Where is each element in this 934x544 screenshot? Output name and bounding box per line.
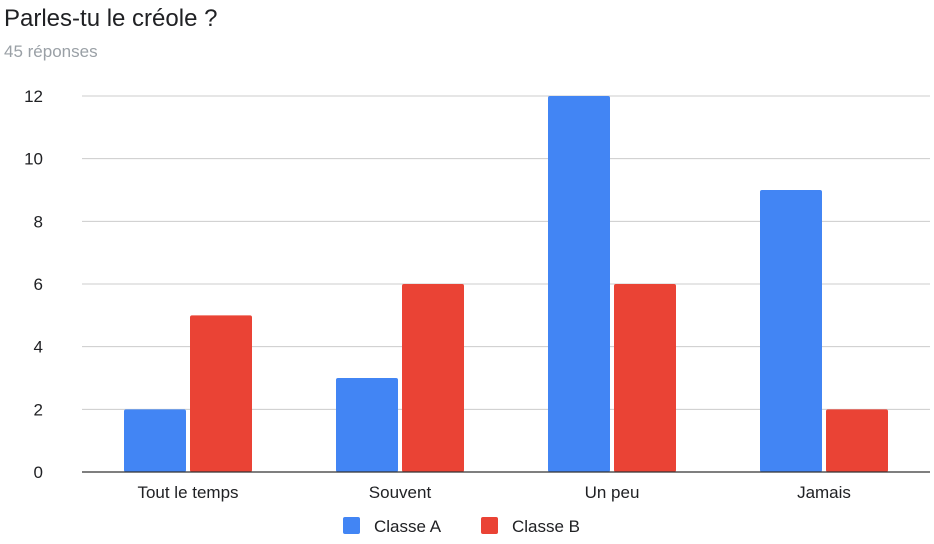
- response-count: 45 réponses: [4, 42, 98, 61]
- axes: 0 2 4 6 8 10 12 Tout le temps Souvent Un peu Jamai…: [24, 87, 930, 502]
- chart-title: Parles-tu le créole ?: [4, 5, 218, 32]
- y-tick-label: 4: [34, 338, 43, 357]
- legend-label: Classe B: [512, 517, 580, 536]
- bar-classe-a: [124, 409, 186, 472]
- y-tick-label: 0: [34, 463, 43, 482]
- x-tick-label: Souvent: [369, 483, 432, 502]
- bar-classe-b: [614, 284, 676, 472]
- legend-label: Classe A: [374, 517, 442, 536]
- bar-classe-b: [402, 284, 464, 472]
- bars: [124, 96, 888, 472]
- x-tick-label: Tout le temps: [137, 483, 238, 502]
- legend-swatch: [343, 517, 360, 534]
- legend: Classe A Classe B: [343, 517, 580, 536]
- y-tick-label: 6: [34, 275, 43, 294]
- y-tick-label: 12: [24, 87, 43, 106]
- bar-classe-b: [826, 409, 888, 472]
- x-tick-label: Jamais: [797, 483, 851, 502]
- bar-classe-a: [336, 378, 398, 472]
- x-tick-label: Un peu: [585, 483, 640, 502]
- legend-swatch: [481, 517, 498, 534]
- bar-classe-b: [190, 315, 252, 472]
- y-tick-label: 2: [34, 400, 43, 419]
- y-tick-label: 10: [24, 150, 43, 169]
- y-tick-label: 8: [34, 212, 43, 231]
- bar-classe-a: [760, 190, 822, 472]
- bar-classe-a: [548, 96, 610, 472]
